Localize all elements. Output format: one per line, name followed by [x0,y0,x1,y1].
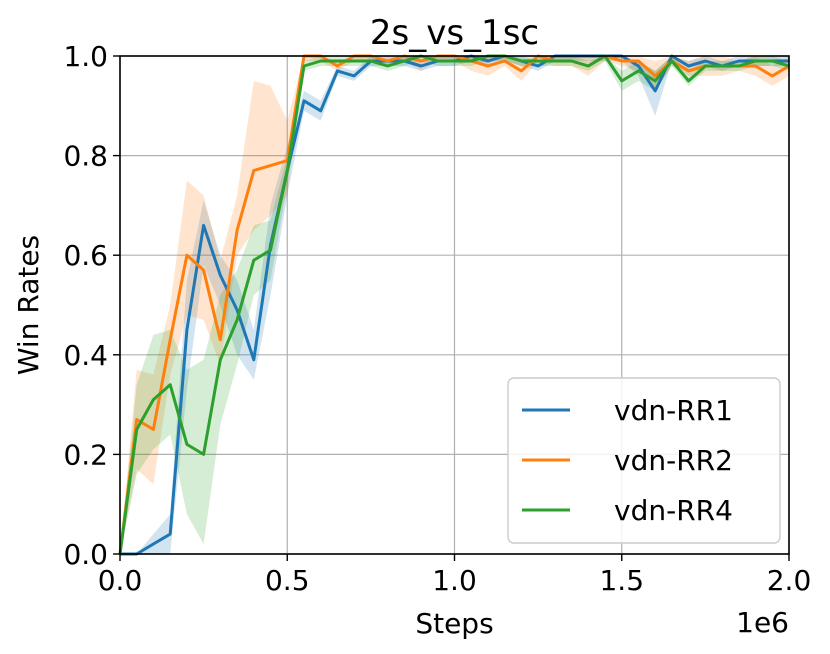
band-vdn-RR2 [120,56,789,554]
y-tick-label: 1.0 [63,40,108,73]
x-tick-label: 0.5 [265,564,310,597]
y-tick-label: 0.8 [63,140,108,173]
x-axis-ticks: 0.0 0.5 1.0 1.5 2.0 [98,554,812,597]
x-tick-label: 1.0 [432,564,477,597]
y-axis-ticks: 0.0 0.2 0.4 0.6 0.8 1.0 [63,40,120,571]
band-vdn-RR4 [120,56,789,554]
y-tick-label: 0.4 [63,339,108,372]
confidence-bands [120,56,789,554]
x-tick-label: 0.0 [98,564,143,597]
legend-label: vdn-RR2 [614,444,733,477]
y-tick-label: 0.6 [63,239,108,272]
legend-box [507,377,781,544]
x-tick-label: 2.0 [767,564,812,597]
band-vdn-RR1 [120,56,789,554]
x-axis-label: Steps [415,607,493,640]
chart-title: 2s_vs_1sc [370,13,539,53]
y-axis-label: Win Rates [12,235,45,375]
y-tick-label: 0.2 [63,438,108,471]
x-axis-offset-text: 1e6 [736,606,789,639]
series-line-vdn-RR4 [118,54,790,555]
legend-label: vdn-RR1 [614,394,733,427]
x-tick-label: 1.5 [599,564,644,597]
legend: vdn-RR1 vdn-RR2 vdn-RR4 [507,377,781,544]
y-tick-label: 0.0 [63,538,108,571]
legend-label: vdn-RR4 [614,494,733,527]
